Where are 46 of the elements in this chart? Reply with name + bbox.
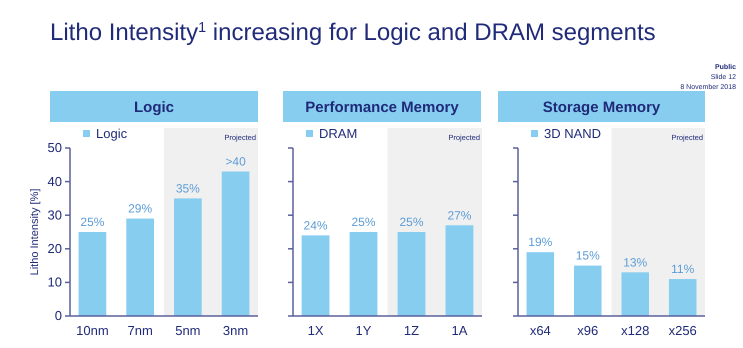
y-axis-title: Litho Intensity [%] [29,188,41,276]
y-tick-label: 20 [48,240,62,256]
x-tick-label: 7nm [127,323,153,338]
data-label: 27% [447,208,472,222]
x-tick-label: 1Z [404,323,420,338]
data-label: 29% [128,202,152,216]
x-tick-label: x96 [577,323,598,338]
legend-label: DRAM [319,126,358,141]
data-label: 35% [176,181,200,196]
data-label: 25% [399,215,424,229]
legend-label: 3D NAND [544,126,602,141]
y-tick-label: 10 [48,274,62,290]
bar [78,232,106,316]
x-tick-label: 1Y [356,323,372,338]
data-label: >40 [225,154,246,169]
legend-label: Logic [96,126,128,141]
data-label: 15% [576,248,600,263]
y-tick-label: 30 [48,207,62,222]
y-tick-label: 40 [48,174,62,189]
chart-title: Logic [134,99,174,116]
bar [126,218,154,316]
data-label: 11% [671,262,695,276]
x-tick-label: 5nm [175,323,201,338]
x-tick-label: 1A [452,323,468,338]
x-tick-label: 1X [308,323,324,338]
bar [174,198,202,316]
data-label: 13% [623,255,648,270]
x-tick-label: x256 [668,323,697,338]
bar [574,266,602,316]
x-tick-label: 3nm [222,323,248,338]
chart-title: Performance Memory [305,99,460,116]
data-label: 19% [528,235,553,250]
text: Litho Intensity$^{1}$ increasing for Logic and DRAM segments [50,19,656,46]
x-tick-label: x128 [621,323,650,338]
data-label: 24% [304,218,328,232]
y-tick-label: 0 [54,308,62,324]
data-label: 25% [352,215,376,229]
bar [526,252,554,316]
data-label: 25% [80,215,105,229]
chart-title: Storage Memory [542,99,661,116]
bar [668,279,696,316]
bar [222,172,250,316]
y-tick-label: 50 [48,140,62,156]
x-tick-label: 10nm [76,323,109,338]
x-tick-label: x64 [530,323,551,338]
bar [621,272,649,316]
